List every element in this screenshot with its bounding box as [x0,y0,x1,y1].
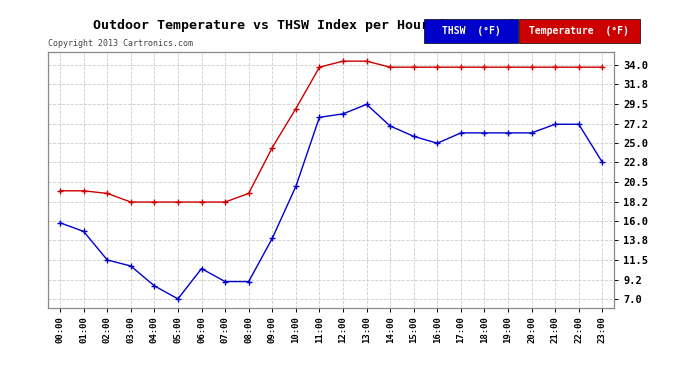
Text: Temperature  (°F): Temperature (°F) [529,26,629,36]
Text: THSW  (°F): THSW (°F) [442,26,500,36]
Text: Copyright 2013 Cartronics.com: Copyright 2013 Cartronics.com [48,39,193,48]
Text: Outdoor Temperature vs THSW Index per Hour (24 Hours)  20130116: Outdoor Temperature vs THSW Index per Ho… [93,19,597,32]
